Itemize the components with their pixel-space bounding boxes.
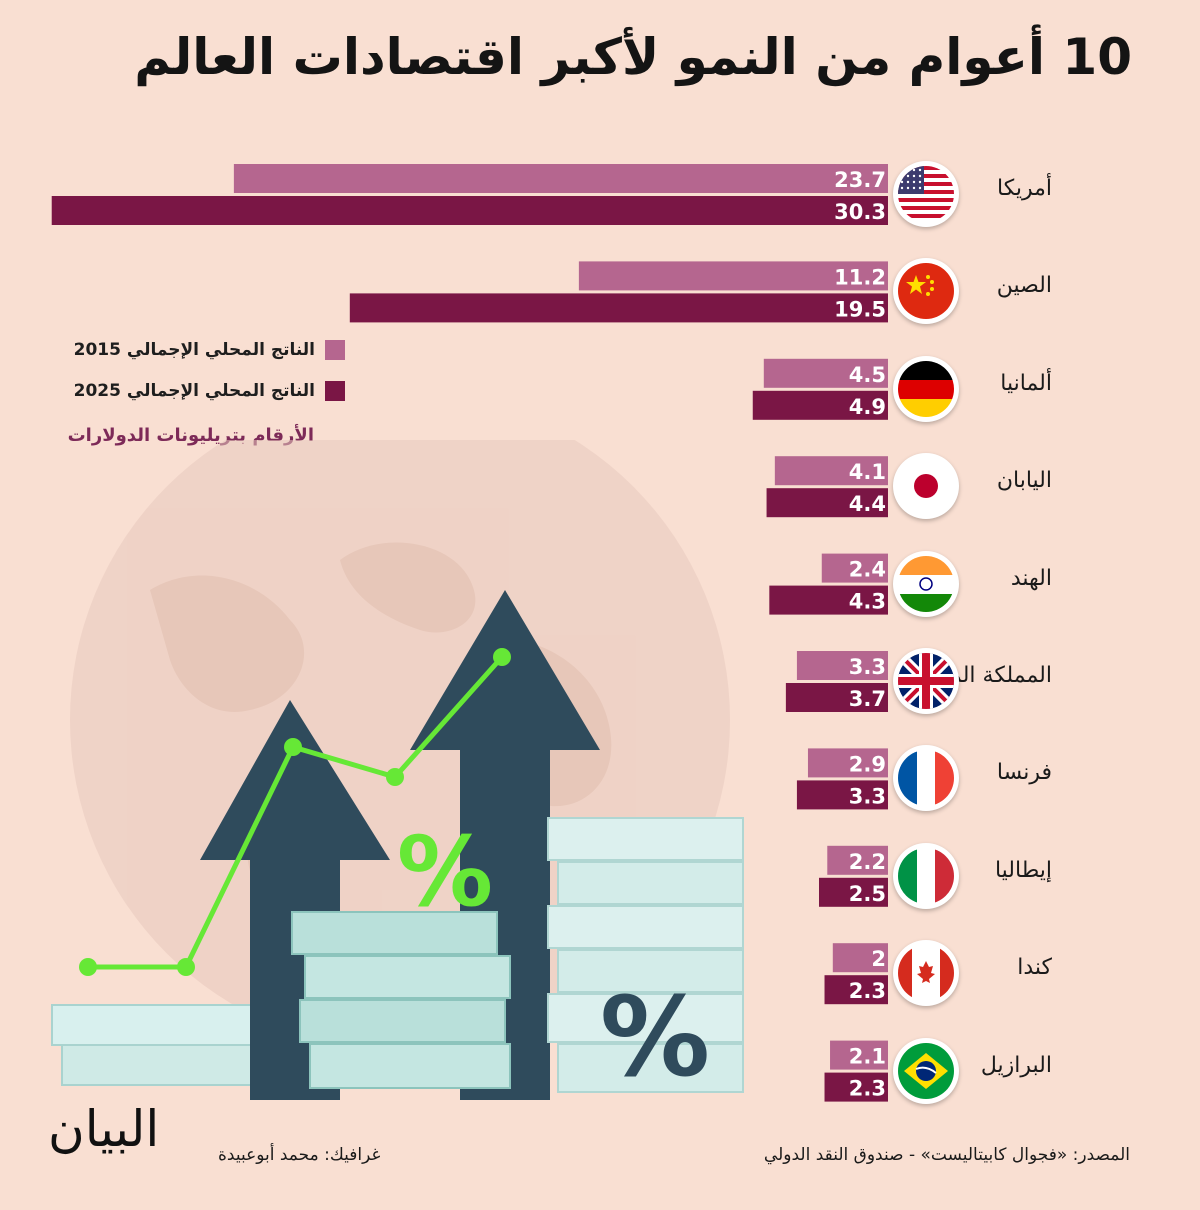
china-flag-icon: [893, 258, 959, 325]
trend-line: [79, 648, 511, 976]
bar-2025-1: [349, 293, 888, 323]
bar-2025-6: [796, 780, 888, 810]
bar-2025-4: [769, 585, 888, 615]
us-flag-icon: [893, 161, 959, 227]
source-note: المصدر: «فجوال كابيتاليست» - صندوق النقد…: [763, 1145, 1130, 1165]
country-label-2: ألمانيا: [1000, 370, 1052, 396]
bar-2015-3: [774, 456, 888, 486]
germany-flag-icon: [893, 355, 959, 422]
country-label-6: فرنسا: [996, 760, 1052, 786]
bar-2025-3: [766, 488, 888, 518]
value-label-2015-1: 11.2: [834, 265, 886, 289]
value-label-2025-3: 4.4: [849, 492, 886, 516]
value-label-2015-0: 23.7: [834, 168, 886, 192]
france-flag-icon: [893, 745, 959, 812]
bar-2015-2: [763, 358, 888, 388]
legend-label-2025: الناتج المحلي الإجمالي 2025: [73, 381, 315, 401]
bar-2025-2: [752, 390, 888, 420]
bar-2025-9: [824, 1072, 888, 1102]
trend-point-3: [386, 768, 404, 786]
arrow-right: [410, 590, 600, 1100]
publisher-logo: البيان: [48, 1100, 160, 1158]
value-label-2025-4: 4.3: [849, 590, 886, 614]
coin-stack-right: [547, 817, 744, 1093]
value-label-2015-8: 2: [871, 947, 886, 971]
country-label-3: اليابان: [996, 468, 1052, 494]
legend-swatch-2025: [325, 381, 345, 401]
value-label-2015-7: 2.2: [849, 850, 886, 874]
italy-flag-icon: [893, 842, 959, 909]
coin-stack-middle: [291, 911, 511, 1089]
value-label-2015-2: 4.5: [849, 363, 886, 387]
legend-swatch-2015: [325, 340, 345, 360]
value-label-2025-8: 2.3: [849, 979, 886, 1003]
value-label-2025-1: 19.5: [834, 297, 886, 321]
bar-2025-7: [819, 877, 888, 907]
trend-point-4: [493, 648, 511, 666]
bar-2025-5: [785, 683, 888, 712]
value-label-2015-5: 3.3: [849, 655, 886, 679]
value-label-2025-5: 3.7: [849, 687, 886, 711]
country-label-8: كندا: [1017, 955, 1052, 981]
bar-2025-0: [51, 196, 889, 225]
bar-2015-4: [821, 553, 888, 583]
value-label-2015-6: 2.9: [849, 752, 886, 776]
country-label-7: إيطاليا: [994, 857, 1052, 883]
uk-flag-icon: [893, 648, 959, 714]
growth-illustration: % %: [51, 440, 744, 1100]
bar-2015-1: [578, 261, 888, 291]
canada-flag-icon: [893, 940, 959, 1007]
value-label-2025-2: 4.9: [849, 395, 886, 419]
brazil-flag-icon: [893, 1037, 959, 1104]
graphic-credit: غرافيك: محمد أبوعبيدة: [218, 1145, 381, 1165]
value-label-2015-9: 2.1: [849, 1045, 886, 1069]
arrow-left: [200, 700, 390, 1100]
trend-point-1: [177, 958, 195, 976]
value-label-2025-0: 30.3: [834, 200, 886, 224]
bar-2015-6: [807, 748, 888, 778]
country-label-0: أمريكا: [996, 176, 1052, 201]
value-label-2025-6: 3.3: [849, 784, 886, 808]
percent-icon-dark: %: [600, 973, 710, 1100]
value-label-2025-7: 2.5: [849, 882, 886, 906]
value-label-2025-9: 2.3: [849, 1077, 886, 1101]
country-label-1: الصين: [996, 273, 1052, 299]
bar-2015-8: [832, 943, 888, 973]
bar-2025-8: [824, 975, 888, 1005]
india-flag-icon: [893, 550, 959, 617]
trend-point-2: [284, 738, 302, 756]
legend-item-2015: الناتج المحلي الإجمالي 2015: [74, 340, 345, 360]
bar-2015-7: [827, 845, 888, 875]
legend-item-2025: الناتج المحلي الإجمالي 2025: [74, 381, 345, 401]
bar-chart: 23.7 30.3 11.2 19.5 4.5 4.9 4.1 4.4 2.4 4.3 3.3 3.7…: [51, 164, 889, 1102]
bar-2015-9: [830, 1040, 888, 1070]
legend-label-2015: الناتج المحلي الإجمالي 2015: [73, 340, 315, 360]
bar-2015-5: [796, 651, 888, 680]
value-label-2015-3: 4.1: [849, 460, 886, 484]
value-label-2015-4: 2.4: [849, 558, 886, 582]
country-label-9: البرازيل: [980, 1052, 1052, 1078]
country-label-4: الهند: [1010, 565, 1052, 591]
japan-flag-icon: [893, 453, 959, 520]
coin-stack-left: [51, 1004, 253, 1086]
percent-icon-green: %: [397, 816, 493, 928]
trend-point-0: [79, 958, 97, 976]
bar-2015-0: [233, 164, 888, 193]
chart-title: 10 أعوام من النمو لأكبر اقتصادات العالم: [134, 28, 1132, 86]
